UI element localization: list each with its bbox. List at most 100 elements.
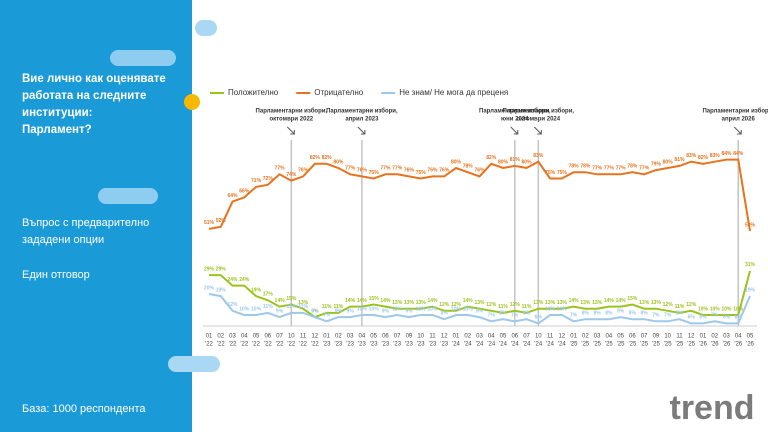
value-label: 77%	[275, 166, 286, 172]
x-tick-year: '25	[664, 342, 672, 348]
marker-arrow	[510, 126, 519, 135]
marker-arrow	[733, 126, 742, 135]
value-label: 77%	[604, 166, 615, 172]
value-label: 80%	[451, 159, 462, 165]
value-label: 19%	[251, 287, 262, 293]
value-label: 13%	[580, 300, 591, 306]
x-tick-month: 06	[629, 334, 636, 340]
value-label: 14%	[345, 298, 356, 304]
x-tick-month: 10	[535, 334, 542, 340]
value-label: 10%	[427, 306, 438, 312]
series-line	[208, 158, 751, 232]
panel-title: институции:	[22, 107, 92, 119]
x-tick-year: '25	[628, 342, 636, 348]
marker-arrow	[533, 126, 542, 135]
x-tick-month: 12	[558, 334, 565, 340]
x-tick-month: 02	[711, 334, 718, 340]
value-label: 14%	[427, 298, 438, 304]
value-label: 20%	[204, 285, 215, 291]
x-tick-month: 02	[217, 334, 224, 340]
value-label: 13%	[592, 300, 603, 306]
x-tick-month: 03	[229, 334, 236, 340]
value-label: 11%	[263, 304, 273, 310]
value-label: 8%	[582, 311, 590, 317]
value-label: 77%	[639, 166, 650, 172]
value-label: 77%	[616, 166, 627, 172]
value-label: 14%	[357, 298, 368, 304]
x-tick-month: 05	[617, 334, 624, 340]
value-label: 8%	[605, 311, 613, 317]
value-label: 52%	[216, 218, 227, 224]
value-label: 82%	[310, 155, 321, 161]
x-tick-year: '24	[487, 342, 495, 348]
value-label: 75%	[416, 170, 427, 176]
election-label: Парламентарни избори,	[479, 108, 551, 115]
x-tick-month: 05	[747, 334, 754, 340]
x-tick-month: 11	[676, 334, 683, 340]
value-label: 17%	[263, 292, 274, 298]
value-label: 82%	[486, 155, 497, 161]
value-label: 31%	[745, 262, 756, 268]
x-tick-year: '26	[711, 342, 719, 348]
value-label: 13%	[545, 300, 556, 306]
value-label: 76%	[439, 168, 450, 174]
question-type: зададени опции	[22, 234, 104, 246]
value-label: 9%	[476, 308, 484, 314]
value-label: 84%	[721, 151, 732, 157]
value-label: 7%	[511, 313, 519, 319]
x-tick-month: 10	[664, 334, 671, 340]
x-tick-year: '24	[534, 342, 542, 348]
x-tick-year: '25	[605, 342, 613, 348]
x-tick-month: 02	[464, 334, 471, 340]
panel-title: работата на следните	[22, 90, 146, 102]
value-label: 15%	[286, 296, 297, 302]
logo: trend	[670, 389, 755, 427]
decor-dot	[184, 94, 200, 110]
x-tick-year: '23	[405, 342, 413, 348]
value-label: 76%	[427, 168, 438, 174]
x-tick-month: 10	[288, 334, 295, 340]
value-label: 12%	[439, 302, 450, 308]
x-tick-year: '25	[640, 342, 648, 348]
x-tick-month: 11	[547, 334, 554, 340]
x-tick-year: '23	[381, 342, 389, 348]
value-label: 7%	[711, 313, 719, 319]
x-tick-month: 03	[723, 334, 730, 340]
x-tick-year: '24	[558, 342, 566, 348]
value-label: 8%	[523, 311, 531, 317]
value-label: 8%	[441, 311, 449, 317]
value-label: 13%	[639, 300, 650, 306]
value-label: 8%	[593, 311, 601, 317]
value-label: 9%	[311, 308, 319, 314]
value-label: 77%	[345, 166, 356, 172]
value-label: 19%	[745, 287, 756, 293]
value-label: 8%	[499, 311, 507, 317]
decor-pill	[110, 50, 176, 66]
x-tick-month: 09	[653, 334, 660, 340]
value-label: 76%	[404, 168, 415, 174]
value-label: 10%	[251, 306, 262, 312]
value-label: 11%	[675, 304, 685, 310]
value-label: 9%	[405, 308, 413, 314]
value-label: 11%	[522, 304, 532, 310]
value-label: 14%	[380, 298, 391, 304]
value-label: 8%	[641, 311, 649, 317]
value-label: 7%	[664, 313, 672, 319]
value-label: 10%	[239, 306, 250, 312]
value-label: 84%	[733, 151, 744, 157]
answer-type: Един отговор	[22, 269, 90, 281]
x-tick-year: '22	[205, 342, 213, 348]
x-tick-year: '24	[452, 342, 460, 348]
value-label: 11%	[298, 304, 308, 310]
series-line	[208, 293, 751, 325]
x-tick-month: 10	[417, 334, 424, 340]
value-label: 75%	[557, 170, 568, 176]
x-tick-month: 07	[276, 334, 283, 340]
election-label: Парламентарни избори,	[503, 108, 575, 115]
x-tick-year: '24	[511, 342, 519, 348]
x-tick-year: '25	[687, 342, 695, 348]
value-label: 83%	[710, 153, 721, 159]
x-tick-month: 01	[323, 334, 330, 340]
value-label: 66%	[239, 189, 250, 195]
legend-label: Не знам/ Не мога да преценя	[399, 88, 508, 97]
